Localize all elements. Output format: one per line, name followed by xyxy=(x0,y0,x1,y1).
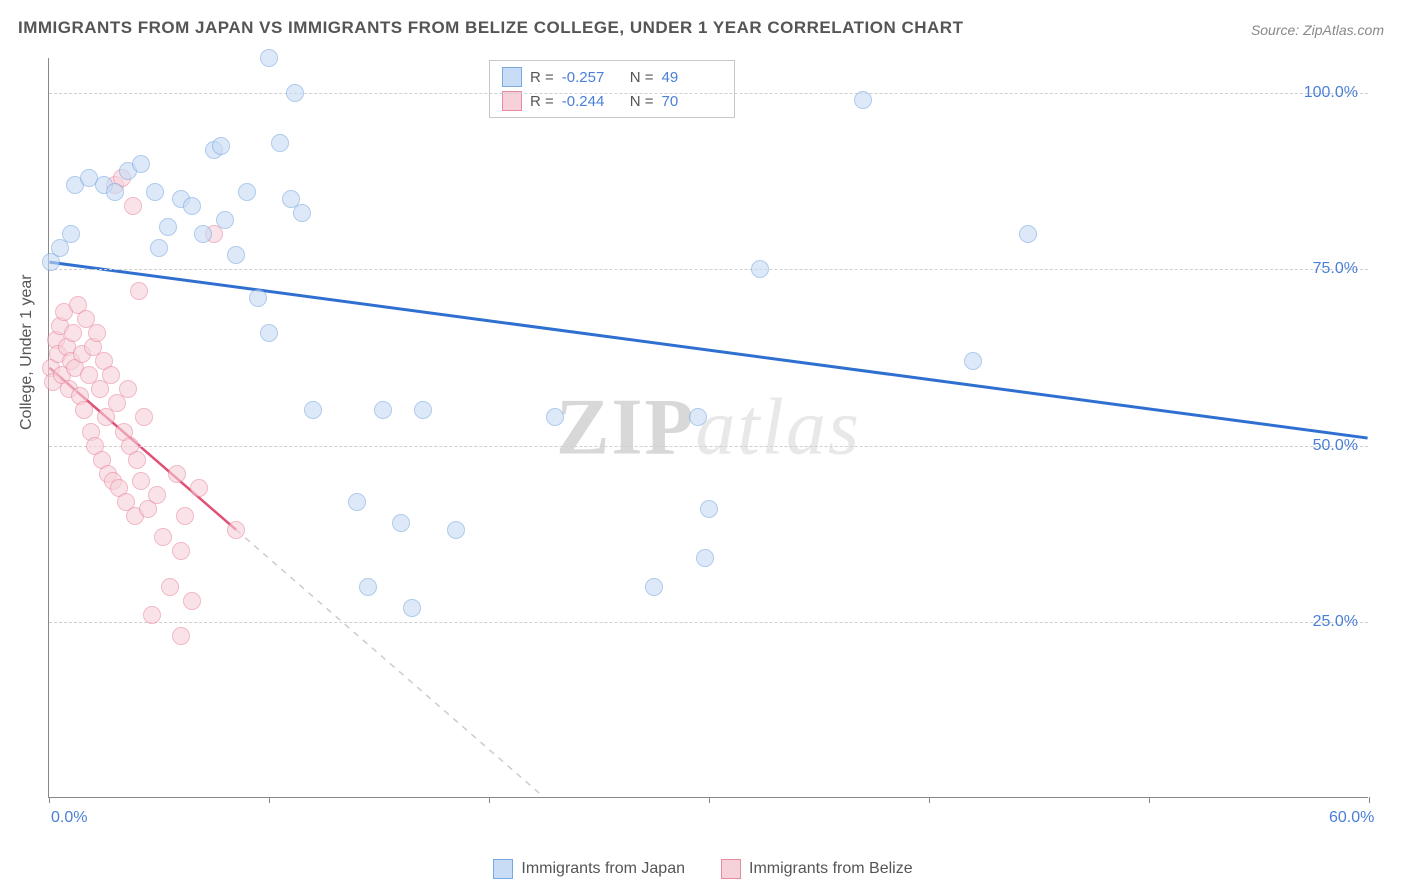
watermark-part2: atlas xyxy=(695,383,861,471)
data-point xyxy=(172,627,190,645)
source-label: Source: ZipAtlas.com xyxy=(1251,22,1384,38)
r-label: R = xyxy=(530,69,554,86)
x-tick-label: 0.0% xyxy=(51,809,87,827)
watermark: ZIPatlas xyxy=(556,382,861,473)
data-point xyxy=(359,578,377,596)
data-point xyxy=(392,514,410,532)
legend-swatch xyxy=(502,67,522,87)
data-point xyxy=(260,49,278,67)
data-point xyxy=(150,239,168,257)
chart-title: IMMIGRANTS FROM JAPAN VS IMMIGRANTS FROM… xyxy=(18,18,963,38)
x-tick xyxy=(49,797,50,803)
legend-item: Immigrants from Japan xyxy=(493,859,685,879)
data-point xyxy=(130,282,148,300)
legend-series: Immigrants from Japan Immigrants from Bel… xyxy=(0,859,1406,884)
data-point xyxy=(403,599,421,617)
data-point xyxy=(238,183,256,201)
data-point xyxy=(106,183,124,201)
x-tick-label: 60.0% xyxy=(1329,809,1374,827)
data-point xyxy=(854,91,872,109)
data-point xyxy=(374,401,392,419)
legend-item: Immigrants from Belize xyxy=(721,859,913,879)
data-point xyxy=(159,218,177,236)
data-point xyxy=(183,592,201,610)
data-point xyxy=(190,479,208,497)
n-value: 70 xyxy=(662,93,722,110)
data-point xyxy=(64,324,82,342)
data-point xyxy=(645,578,663,596)
data-point xyxy=(132,472,150,490)
r-label: R = xyxy=(530,93,554,110)
legend-stat-row: R = -0.257 N = 49 xyxy=(502,65,722,89)
r-value: -0.257 xyxy=(562,69,622,86)
data-point xyxy=(194,225,212,243)
n-label: N = xyxy=(630,69,654,86)
data-point xyxy=(696,549,714,567)
y-tick-label: 75.0% xyxy=(1313,260,1358,278)
x-tick xyxy=(489,797,490,803)
gridline xyxy=(49,622,1368,623)
legend-label: Immigrants from Japan xyxy=(521,860,685,878)
gridline xyxy=(49,93,1368,94)
data-point xyxy=(183,197,201,215)
data-point xyxy=(75,401,93,419)
data-point xyxy=(348,493,366,511)
legend-swatch xyxy=(493,859,513,879)
r-value: -0.244 xyxy=(562,93,622,110)
data-point xyxy=(546,408,564,426)
x-tick xyxy=(269,797,270,803)
x-tick xyxy=(1369,797,1370,803)
data-point xyxy=(132,155,150,173)
data-point xyxy=(1019,225,1037,243)
n-label: N = xyxy=(630,93,654,110)
data-point xyxy=(176,507,194,525)
data-point xyxy=(135,408,153,426)
watermark-part1: ZIP xyxy=(556,383,695,471)
gridline xyxy=(49,446,1368,447)
data-point xyxy=(102,366,120,384)
trend-lines xyxy=(49,58,1368,797)
data-point xyxy=(168,465,186,483)
data-point xyxy=(154,528,172,546)
data-point xyxy=(293,204,311,222)
data-point xyxy=(447,521,465,539)
data-point xyxy=(212,137,230,155)
legend-stats: R = -0.257 N = 49 R = -0.244 N = 70 xyxy=(489,60,735,118)
data-point xyxy=(216,211,234,229)
data-point xyxy=(700,500,718,518)
data-point xyxy=(260,324,278,342)
data-point xyxy=(751,260,769,278)
x-tick xyxy=(709,797,710,803)
n-value: 49 xyxy=(662,69,722,86)
y-tick-label: 100.0% xyxy=(1304,84,1358,102)
data-point xyxy=(227,246,245,264)
data-point xyxy=(148,486,166,504)
data-point xyxy=(62,225,80,243)
x-tick xyxy=(1149,797,1150,803)
data-point xyxy=(124,197,142,215)
y-axis-label: College, Under 1 year xyxy=(18,274,36,430)
data-point xyxy=(249,289,267,307)
data-point xyxy=(128,451,146,469)
data-point xyxy=(689,408,707,426)
data-point xyxy=(119,380,137,398)
y-tick-label: 25.0% xyxy=(1313,613,1358,631)
data-point xyxy=(227,521,245,539)
legend-label: Immigrants from Belize xyxy=(749,860,913,878)
data-point xyxy=(161,578,179,596)
y-tick-label: 50.0% xyxy=(1313,437,1358,455)
data-point xyxy=(143,606,161,624)
data-point xyxy=(414,401,432,419)
data-point xyxy=(146,183,164,201)
data-point xyxy=(964,352,982,370)
data-point xyxy=(88,324,106,342)
legend-swatch xyxy=(721,859,741,879)
x-tick xyxy=(929,797,930,803)
data-point xyxy=(172,542,190,560)
data-point xyxy=(286,84,304,102)
scatter-chart: ZIPatlas R = -0.257 N = 49 R = -0.244 N = 70 25… xyxy=(48,58,1368,798)
data-point xyxy=(304,401,322,419)
data-point xyxy=(271,134,289,152)
gridline xyxy=(49,269,1368,270)
